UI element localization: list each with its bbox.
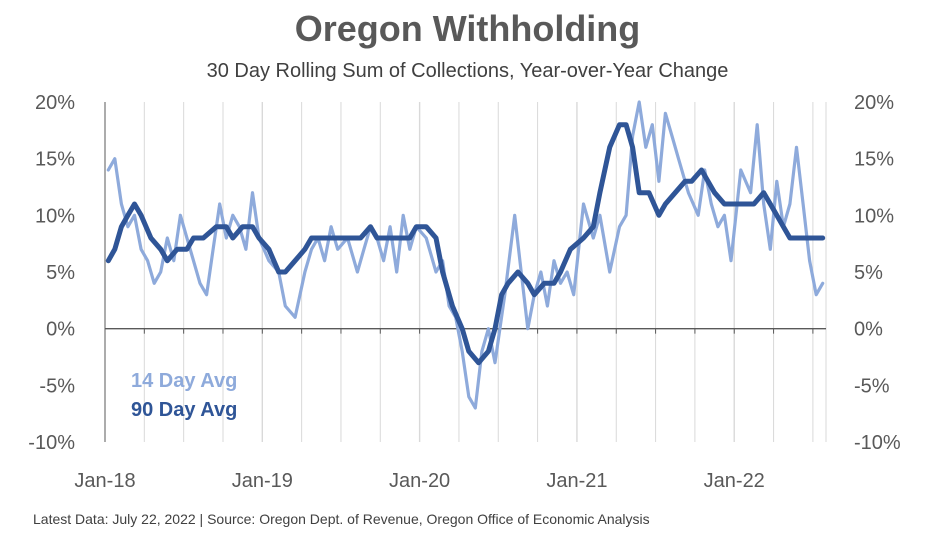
y-tick-label-right: 20%: [854, 92, 894, 114]
chart-title: Oregon Withholding: [294, 8, 641, 49]
source-footnote: Latest Data: July 22, 2022 | Source: Ore…: [33, 511, 650, 527]
y-tick-label-left: 15%: [35, 149, 75, 171]
series-line-90-day-avg: [105, 122, 826, 366]
x-tick-label: Jan-18: [74, 470, 135, 492]
y-tick-label-right: 15%: [854, 149, 894, 171]
series-lines: [105, 100, 826, 410]
series-line-14-day-avg: [106, 100, 825, 410]
x-tick-label: Jan-19: [232, 470, 293, 492]
y-tick-label-left: 5%: [46, 262, 75, 284]
x-tick-label: Jan-21: [546, 470, 607, 492]
x-tick-label: Jan-20: [389, 470, 450, 492]
grid-lines: [143, 102, 827, 442]
axes: [104, 102, 826, 442]
legend-entry-90-day-avg: 90 Day Avg: [131, 399, 237, 421]
legend-entry-14-day-avg: 14 Day Avg: [131, 370, 237, 392]
y-tick-label-left: 10%: [35, 205, 75, 227]
y-tick-label-right: 0%: [854, 319, 883, 341]
legend: 14 Day Avg 90 Day Avg: [131, 370, 237, 421]
y-tick-label-left: -10%: [28, 432, 75, 454]
tick-labels: 20% 20% 15% 15% 10% 10% 5% 5% 0% 0% -5% -5% -10% -10%…: [28, 92, 901, 492]
y-tick-label-right: -10%: [854, 432, 901, 454]
y-tick-label-right: -5%: [854, 375, 890, 397]
y-tick-label-right: 10%: [854, 205, 894, 227]
chart-subtitle: 30 Day Rolling Sum of Collections, Year-…: [206, 60, 729, 82]
y-tick-label-left: -5%: [39, 375, 75, 397]
y-tick-label-left: 20%: [35, 92, 75, 114]
x-tick-label: Jan-22: [704, 470, 765, 492]
y-tick-label-left: 0%: [46, 319, 75, 341]
y-tick-label-right: 5%: [854, 262, 883, 284]
